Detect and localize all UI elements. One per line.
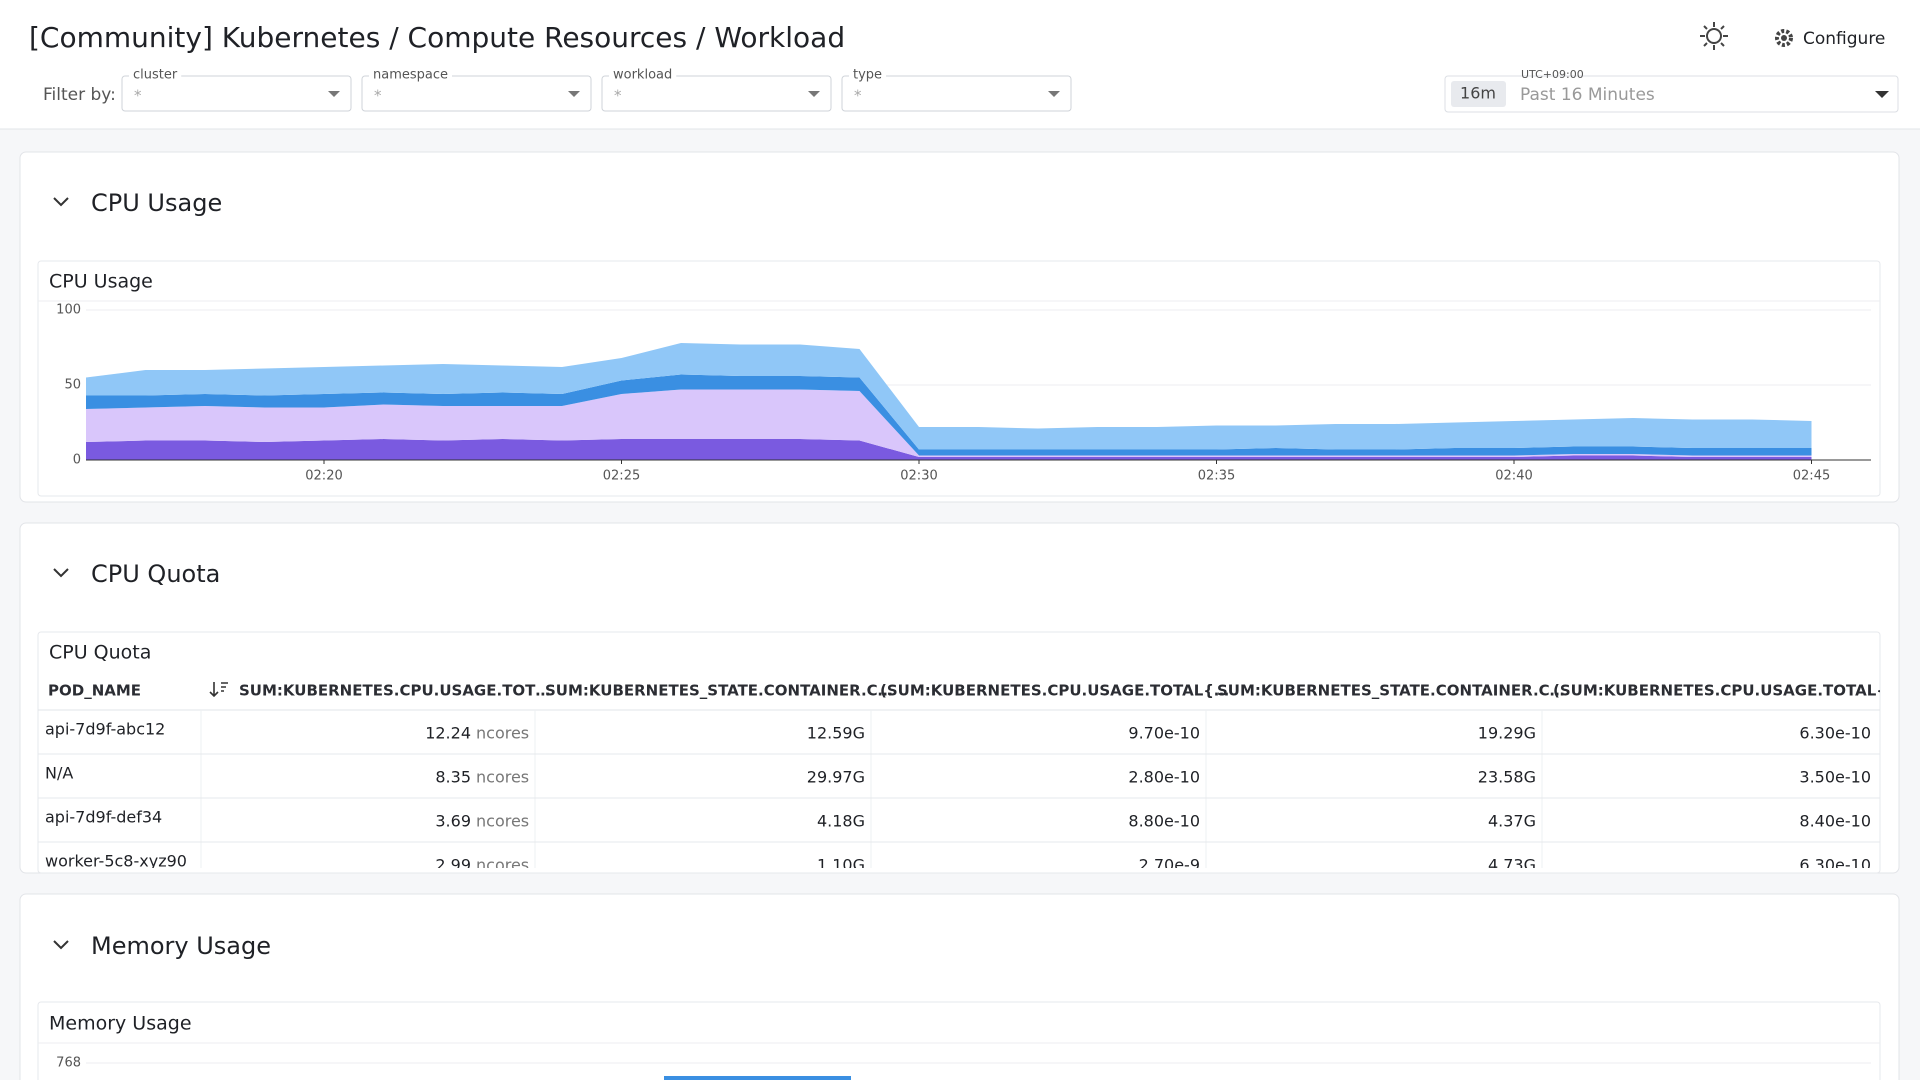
cell-value: 29.97G <box>807 768 865 787</box>
section-title: Memory Usage <box>91 932 271 960</box>
cell-value: 4.73G <box>1488 856 1536 875</box>
memory-line <box>664 1076 851 1080</box>
section-toggle[interactable]: Memory Usage <box>53 932 271 960</box>
x-tick-label: 02:35 <box>1198 469 1235 484</box>
cell-value: 6.30e-10 <box>1799 856 1871 875</box>
pod-name: api-7d9f-def34 <box>45 808 162 827</box>
cell-value: 4.37G <box>1488 812 1536 831</box>
label-gap <box>369 70 453 80</box>
y-tick-label: 100 <box>56 303 81 318</box>
cell-value: 4.18G <box>817 812 865 831</box>
label-gap <box>849 70 887 80</box>
configure-label: Configure <box>1803 29 1885 49</box>
cell-value: 3.50e-10 <box>1799 768 1871 787</box>
panel <box>37 1001 1881 1080</box>
dropdown-box <box>601 75 832 112</box>
filter-name: namespace <box>373 68 448 83</box>
unit: ncores <box>476 724 529 743</box>
filter-dropdown[interactable]: type * <box>841 68 1072 112</box>
y-tick-label: 50 <box>64 378 81 393</box>
cell-value: 2.70e-9 <box>1139 856 1200 875</box>
dropdown-box <box>361 75 592 112</box>
panel-title: Memory Usage <box>49 1013 192 1035</box>
configure-button[interactable]: Configure <box>1775 29 1885 49</box>
filter-value: * <box>374 87 382 105</box>
area-series <box>86 389 1812 457</box>
filter-dropdown[interactable]: namespace * <box>361 68 592 112</box>
cell-value: 9.70e-10 <box>1128 724 1200 743</box>
label-gap <box>129 70 182 80</box>
section-toggle[interactable]: CPU Quota <box>53 560 220 588</box>
dropdown-arrow <box>1048 91 1060 97</box>
filter-name: type <box>853 68 882 83</box>
label-gap <box>609 70 677 80</box>
dropdown-box <box>121 75 352 112</box>
theme-toggle[interactable] <box>1700 22 1728 50</box>
filter-value: * <box>614 87 622 105</box>
timezone: UTC+09:00 <box>1521 68 1584 81</box>
cell-value: 6.30e-10 <box>1799 724 1871 743</box>
pod-name: api-7d9f-abc12 <box>45 720 165 739</box>
section-title: CPU Quota <box>91 560 220 588</box>
filter-label: Filter by: <box>43 85 116 105</box>
pod-name: N/A <box>45 764 73 783</box>
cell-value: 19.29G <box>1478 724 1536 743</box>
panel-title: CPU Usage <box>49 271 153 293</box>
cell-value: 3.69 <box>435 812 471 831</box>
time-range: Past 16 Minutes <box>1520 85 1655 105</box>
dropdown-arrow <box>328 91 340 97</box>
filter-dropdown[interactable]: cluster * <box>121 68 352 112</box>
dropdown-arrow <box>568 91 580 97</box>
x-tick-label: 02:30 <box>900 469 937 484</box>
y-tick-label: 0 <box>73 453 81 468</box>
unit: ncores <box>476 812 529 831</box>
section-toggle[interactable]: CPU Usage <box>53 189 222 217</box>
cell-value: 23.58G <box>1478 768 1536 787</box>
column-header[interactable]: SUM:KUBERNETES_STATE.CONTAINER.C… <box>545 682 893 700</box>
x-tick-label: 02:40 <box>1495 469 1532 484</box>
filter-dropdown[interactable]: workload * <box>601 68 832 112</box>
cell-value: 12.24 <box>425 724 471 743</box>
section-title: CPU Usage <box>91 189 222 217</box>
cell-value: 12.59G <box>807 724 865 743</box>
cell-value: 8.80e-10 <box>1128 812 1200 831</box>
cell-value: 8.35 <box>435 768 471 787</box>
column-header[interactable]: POD_NAME <box>48 682 141 700</box>
column-header[interactable]: (SUM:KUBERNETES.CPU.USAGE.TOTAL{… <box>880 682 1229 700</box>
area-series <box>86 343 1812 450</box>
y-tick-label: 768 <box>56 1056 81 1071</box>
x-tick-label: 02:45 <box>1793 469 1830 484</box>
filter-value: * <box>134 87 142 105</box>
area-series <box>86 374 1812 456</box>
filter-name: workload <box>613 68 672 83</box>
cell-value: 1.10G <box>817 856 865 875</box>
column-header[interactable]: SUM:KUBERNETES.CPU.USAGE.TOT… <box>239 682 550 700</box>
cell-value: 8.40e-10 <box>1799 812 1871 831</box>
dashboard-title: [Community] Kubernetes / Compute Resourc… <box>29 21 845 54</box>
unit: ncores <box>476 768 529 787</box>
time-badge: 16m <box>1460 84 1496 103</box>
unit: ncores <box>476 856 529 875</box>
dropdown-box <box>841 75 1072 112</box>
area-series <box>86 439 1812 460</box>
time-picker[interactable]: 16m Past 16 Minutes UTC+09:00 <box>1444 68 1899 113</box>
x-tick-label: 02:20 <box>305 469 342 484</box>
pod-name: worker-5c8-xyz90 <box>45 852 187 871</box>
cell-value: 2.99 <box>435 856 471 875</box>
panel <box>37 631 1881 874</box>
column-header[interactable]: (SUM:KUBERNETES.CPU.USAGE.TOTAL{… <box>1553 682 1902 700</box>
filter-value: * <box>854 87 862 105</box>
filter-name: cluster <box>133 68 178 83</box>
column-header[interactable]: SUM:KUBERNETES_STATE.CONTAINER.C… <box>1217 682 1565 700</box>
cell-value: 2.80e-10 <box>1128 768 1200 787</box>
dropdown-arrow <box>808 91 820 97</box>
panel-title: CPU Quota <box>49 642 151 664</box>
x-tick-label: 02:25 <box>603 469 640 484</box>
sort-icon[interactable] <box>209 682 228 698</box>
